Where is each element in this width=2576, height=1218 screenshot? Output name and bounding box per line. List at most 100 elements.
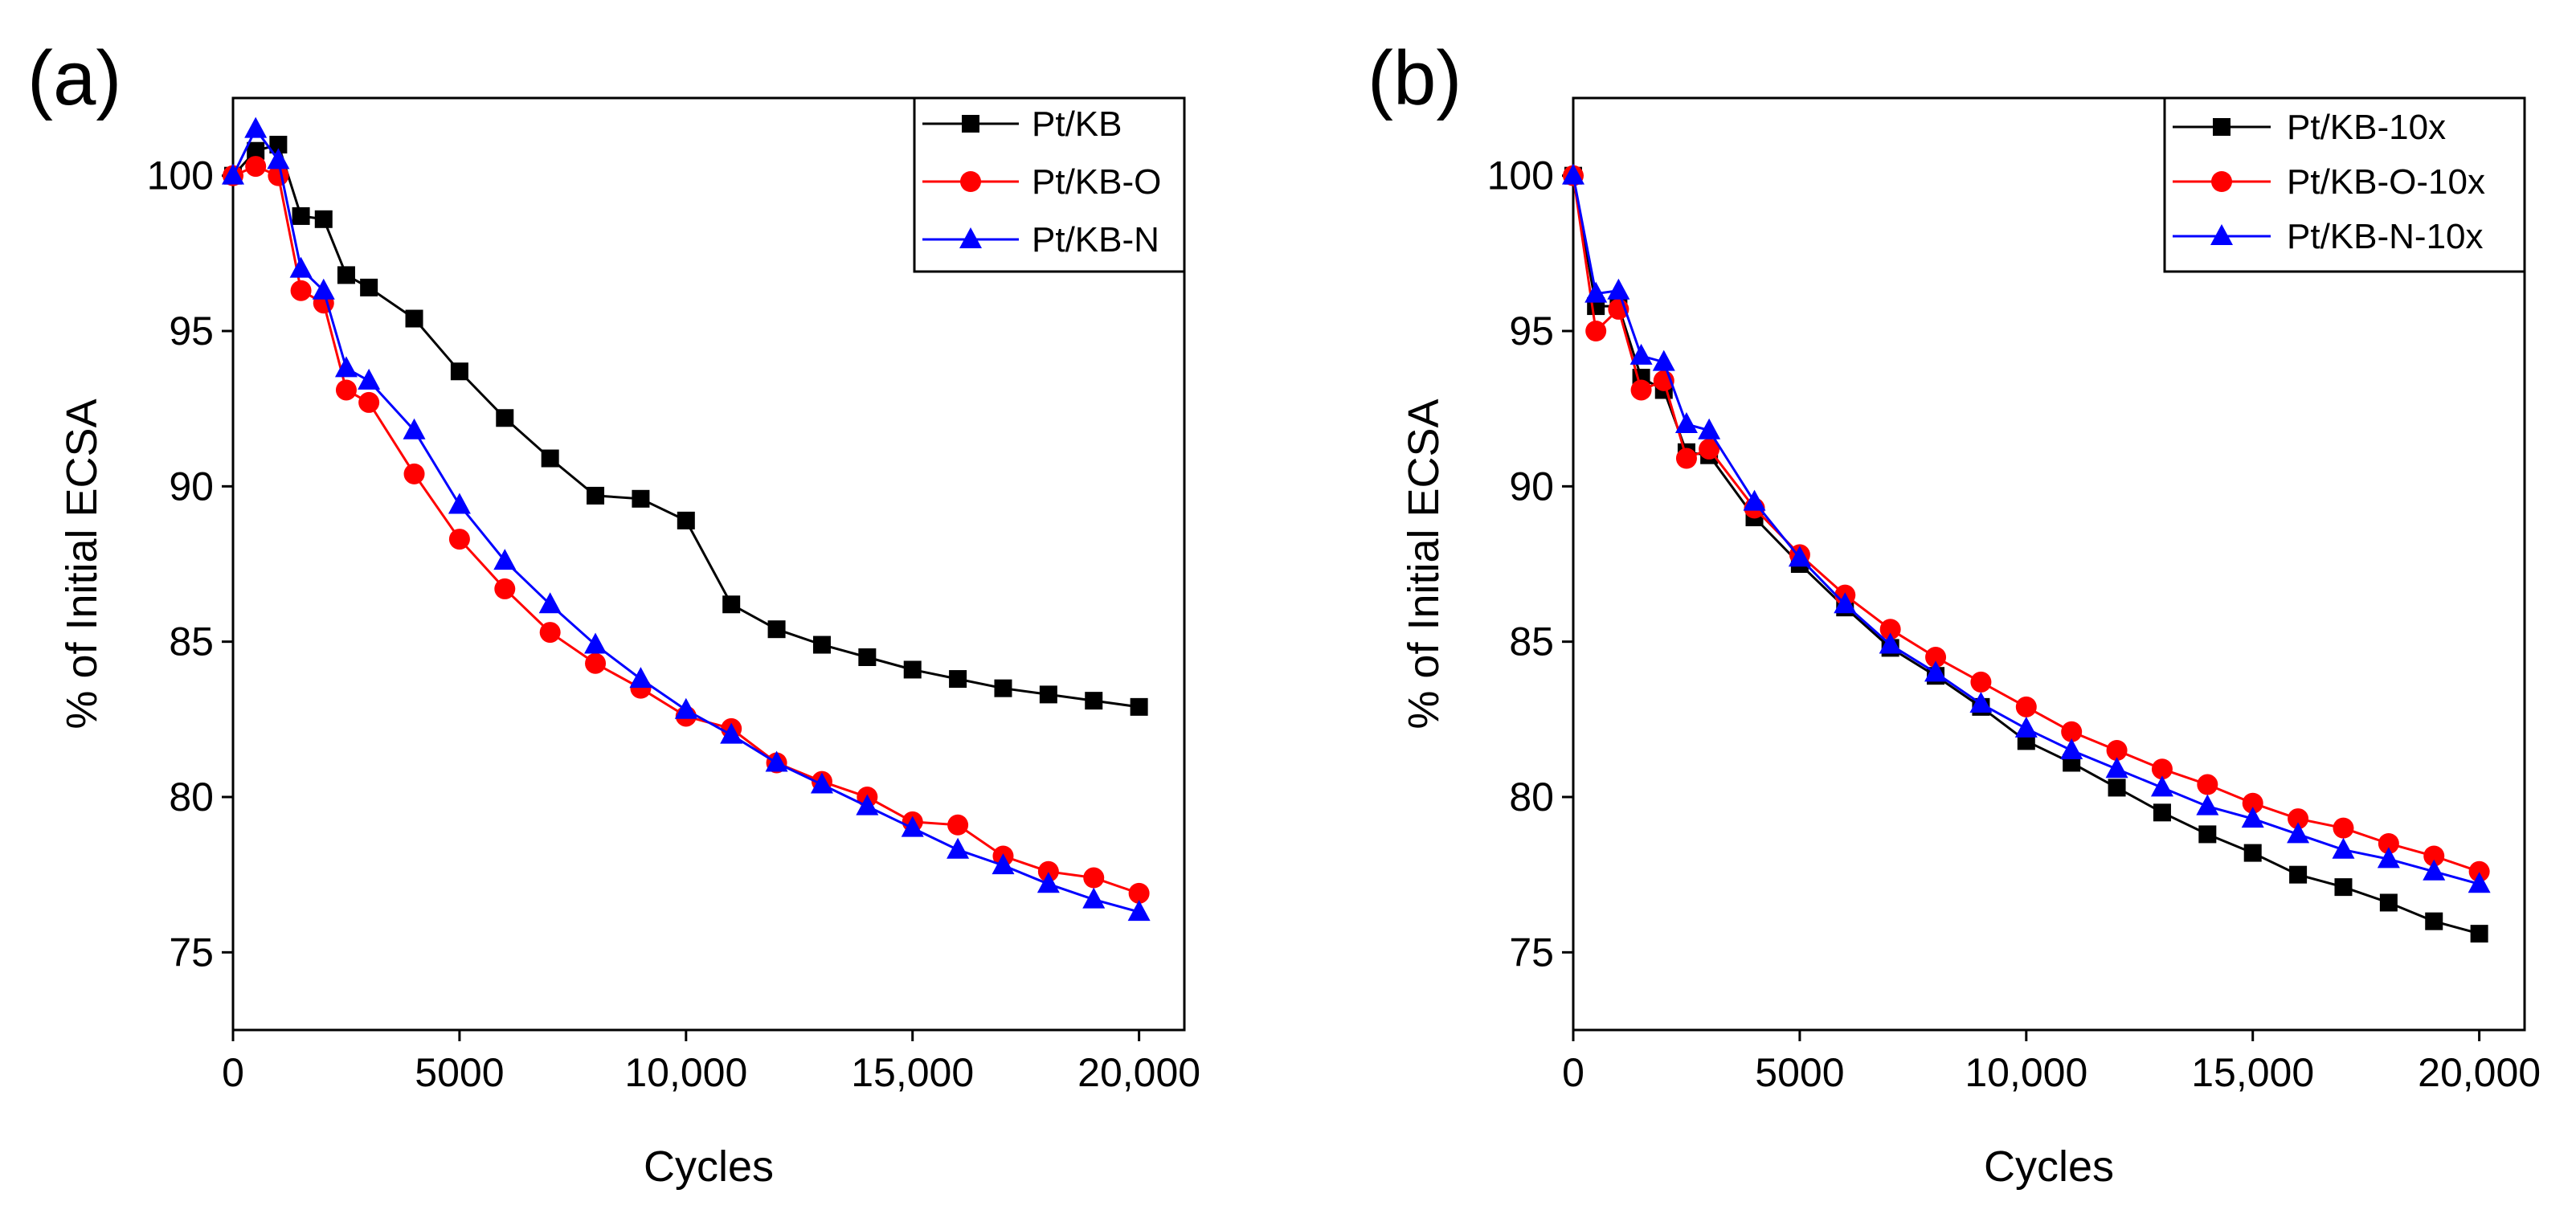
panel-a-data-point-pt-kb bbox=[292, 206, 310, 225]
panel-b-data-point-pt-kb-n-10x bbox=[1562, 163, 1584, 185]
panel-b-data-point-pt-kb-n-10x bbox=[2105, 757, 2128, 779]
panel-b-y-tick-label: 90 bbox=[1509, 464, 1554, 509]
panel-a-data-point-pt-kb-o bbox=[1083, 867, 1105, 889]
panel-a-data-point-pt-kb-o bbox=[290, 280, 312, 301]
panel-a-data-point-pt-kb-n bbox=[358, 368, 381, 390]
panel-b-data-point-pt-kb-o-10x bbox=[1699, 438, 1720, 460]
panel-a-legend-box bbox=[913, 96, 1186, 273]
panel-a-data-point-pt-kb bbox=[1085, 692, 1103, 710]
panel-b-data-point-pt-kb-n-10x bbox=[1924, 660, 1948, 682]
panel-a-x-tick-label: 15,000 bbox=[851, 1050, 974, 1095]
panel-a-data-point-pt-kb-n bbox=[992, 853, 1015, 875]
panel-a-data-point-pt-kb bbox=[587, 486, 605, 505]
panel-a-data-point-pt-kb bbox=[541, 449, 559, 468]
panel-a-legend-label-pt-kb-n: Pt/KB-N bbox=[1032, 220, 1159, 260]
panel-b-data-point-pt-kb-10x bbox=[2379, 893, 2398, 912]
panel-b-x-tick-label: 10,000 bbox=[1965, 1050, 2087, 1095]
panel-b-series-pt-kb-n-10x bbox=[1562, 163, 2491, 893]
panel-b-data-point-pt-kb-n-10x bbox=[1879, 632, 1902, 654]
panel-b-legend: Pt/KB-10x Pt/KB-O-10x Pt/KB-N-10x bbox=[2163, 96, 2526, 273]
panel-b-y-tick-label: 100 bbox=[1487, 153, 1554, 198]
panel-b-data-point-pt-kb-n-10x bbox=[2468, 872, 2491, 893]
panel-b-label: (b) bbox=[1368, 35, 1462, 121]
panel-a-data-point-pt-kb-o bbox=[585, 652, 607, 674]
panel-a-data-point-pt-kb-n bbox=[289, 256, 313, 278]
panel-b-data-point-pt-kb-10x bbox=[2108, 779, 2126, 797]
panel-b-x-axis-title: Cycles bbox=[1984, 1142, 2114, 1191]
panel-b-y-axis-title: % of Initial ECSA bbox=[1400, 399, 1448, 729]
panel-b-series-line-pt-kb-n-10x bbox=[1572, 175, 2480, 885]
panel-b-legend-label-pt-kb-o-10x: Pt/KB-O-10x bbox=[2287, 162, 2485, 202]
panel-b-data-point-pt-kb-o-10x bbox=[1585, 321, 1607, 341]
panel-a-legend-label-pt-kb: Pt/KB bbox=[1032, 104, 1122, 144]
panel-b-x-tick-label: 5000 bbox=[1755, 1050, 1844, 1095]
panel-a-label: (a) bbox=[27, 35, 121, 121]
panel-b-y-tick-label: 80 bbox=[1509, 775, 1554, 819]
panel-b-data-point-pt-kb-n-10x bbox=[2014, 716, 2038, 738]
panel-b-data-point-pt-kb-o-10x bbox=[2333, 817, 2354, 839]
panel-b-data-point-pt-kb-o-10x bbox=[2106, 740, 2128, 761]
panel-a-data-point-pt-kb-n bbox=[629, 667, 652, 689]
panel-b-legend-marker-pt-kb-o-10x bbox=[2211, 171, 2232, 192]
panel-a-x-axis-title: Cycles bbox=[644, 1142, 774, 1191]
panel-a-data-point-pt-kb bbox=[450, 362, 468, 381]
panel-b-data-point-pt-kb-n-10x bbox=[1652, 349, 1675, 371]
panel-a-data-point-pt-kb-n bbox=[222, 163, 244, 185]
panel-a-legend: Pt/KB Pt/KB-O Pt/KB-N bbox=[913, 96, 1186, 273]
panel-b-series-line-pt-kb-o-10x bbox=[1572, 175, 2480, 873]
panel-a-data-point-pt-kb-n bbox=[720, 722, 743, 744]
panel-a-data-point-pt-kb bbox=[632, 489, 650, 508]
panel-a-y-tick-label: 80 bbox=[169, 775, 214, 819]
panel-a-data-point-pt-kb bbox=[949, 670, 967, 689]
panel-b-data-point-pt-kb-10x bbox=[2470, 925, 2488, 943]
panel-b-data-point-pt-kb-n-10x bbox=[2060, 738, 2083, 759]
panel-b-data-point-pt-kb-10x bbox=[2289, 865, 2308, 884]
panel-a-x-tick-label: 0 bbox=[222, 1050, 244, 1095]
panel-b-data-point-pt-kb-o-10x bbox=[2468, 860, 2490, 882]
panel-a-y-tick-label: 100 bbox=[147, 153, 214, 198]
panel-a-data-point-pt-kb-o bbox=[335, 379, 357, 401]
panel-a-data-point-pt-kb bbox=[496, 409, 514, 427]
panel-a-data-point-pt-kb bbox=[903, 660, 922, 679]
panel-b-plot-frame bbox=[1572, 96, 2526, 1032]
panel-a-data-point-pt-kb-n bbox=[334, 356, 358, 378]
panel-a-data-point-pt-kb bbox=[337, 266, 355, 284]
panel-b-data-point-pt-kb-10x bbox=[2334, 878, 2353, 897]
panel-a-data-point-pt-kb-n bbox=[493, 549, 517, 570]
panel-b-legend-marker-pt-kb-n-10x bbox=[2210, 224, 2233, 245]
panel-b-data-point-pt-kb-o-10x bbox=[2061, 721, 2083, 742]
panel-b-x-tick-label: 20,000 bbox=[2418, 1050, 2541, 1095]
panel-b-data-point-pt-kb-n-10x bbox=[2150, 775, 2173, 797]
panel-a-series-pt-kb-o bbox=[223, 156, 1150, 904]
panel-a-data-point-pt-kb-n bbox=[244, 116, 268, 138]
panel-a-data-point-pt-kb-n bbox=[312, 278, 335, 300]
panel-a-plot-frame bbox=[231, 96, 1186, 1032]
panel-a-data-point-pt-kb bbox=[994, 679, 1012, 697]
panel-a-y-tick-label: 90 bbox=[169, 464, 214, 509]
panel-b-data-point-pt-kb-o-10x bbox=[2197, 774, 2218, 795]
panel-a-data-point-pt-kb-n bbox=[765, 750, 788, 772]
panel-a-data-point-pt-kb-n bbox=[810, 772, 833, 794]
panel-b-data-point-pt-kb-o-10x bbox=[2288, 808, 2309, 830]
panel-b-data-point-pt-kb-10x bbox=[2153, 803, 2171, 822]
panel-a-data-point-pt-kb bbox=[812, 636, 831, 654]
panel-a-legend-marker-pt-kb-o bbox=[960, 171, 981, 192]
panel-a-data-point-pt-kb bbox=[677, 511, 695, 529]
panel-a-data-point-pt-kb bbox=[360, 278, 378, 296]
panel-b-data-point-pt-kb-n-10x bbox=[2332, 837, 2355, 859]
panel-a-data-point-pt-kb-n bbox=[856, 794, 879, 815]
panel-a-y-tick-label: 75 bbox=[169, 930, 214, 975]
panel-a-data-point-pt-kb-n bbox=[1082, 887, 1106, 909]
panel-b-data-point-pt-kb-n-10x bbox=[1834, 592, 1857, 614]
panel-a-data-point-pt-kb-n bbox=[1037, 872, 1060, 893]
panel-b-y-tick-label: 95 bbox=[1509, 309, 1554, 354]
panel-b-legend-label-pt-kb-n-10x: Pt/KB-N-10x bbox=[2287, 217, 2484, 256]
panel-b-data-point-pt-kb-o-10x bbox=[2242, 792, 2263, 814]
panel-a-data-point-pt-kb bbox=[858, 648, 877, 666]
panel-a-data-point-pt-kb-n bbox=[403, 418, 426, 439]
panel-a-data-point-pt-kb-o bbox=[494, 578, 516, 599]
panel-b-legend-label-pt-kb-10x: Pt/KB-10x bbox=[2287, 108, 2446, 147]
panel-b-data-point-pt-kb-n-10x bbox=[1607, 278, 1630, 300]
panel-b-x-tick-label: 0 bbox=[1562, 1050, 1584, 1095]
panel-b-data-point-pt-kb-o-10x bbox=[1925, 647, 1947, 668]
